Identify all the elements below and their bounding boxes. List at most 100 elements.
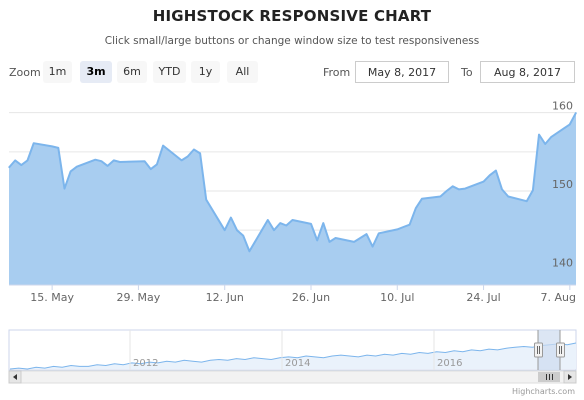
data-point [495,170,497,172]
data-point [205,199,207,201]
data-point [267,219,269,221]
data-point [569,123,571,125]
data-point [14,159,16,161]
from-date-input[interactable] [355,61,449,83]
scroll-left-icon [13,374,17,380]
data-point [57,147,59,149]
data-point [162,145,164,147]
data-point [33,142,35,144]
data-point [187,155,189,158]
navigator-axis: 2012 2014 2016 [129,330,462,370]
data-point [273,229,275,231]
data-point [230,217,232,219]
data-point [526,200,528,202]
x-tick-label: 7. Aug [541,291,576,304]
data-point [335,237,337,239]
data-point [291,219,294,221]
zoom-button-3m[interactable]: 3m [80,61,112,83]
navigator-handle-left[interactable] [534,342,543,358]
data-point [224,229,226,231]
y-tick-label: 140 [552,256,573,269]
zoom-button-6m[interactable]: 6m [117,61,147,83]
y-tick-label: 150 [552,178,573,191]
x-tick-label: 15. May [30,291,74,304]
data-point [538,134,540,136]
y-axis: 140 150 160 [552,100,573,270]
data-point [236,229,238,231]
data-point [119,161,121,163]
x-tick-label: 24. Jul [466,291,500,304]
data-point [316,239,318,241]
data-point [322,222,324,224]
navigator-line [9,342,577,370]
navigator-handle-right[interactable] [556,342,565,358]
data-point [242,235,244,237]
data-point [156,163,158,165]
x-tick-label: 29. May [117,291,161,304]
zoom-button-ytd[interactable]: YTD [153,61,186,83]
data-point [464,188,466,190]
navigator-tick-label: 2016 [437,358,462,369]
scrollbar-grip-icon [546,374,553,380]
navigator-selected-range[interactable] [538,330,560,370]
zoom-button-1m[interactable]: 1m [43,61,72,83]
data-point [501,188,503,190]
data-point [575,112,577,114]
data-point [181,159,183,161]
credits-link[interactable]: Highcharts.com [512,387,575,396]
data-point [51,145,53,147]
data-point [310,223,312,225]
data-point [353,241,355,243]
data-point [372,246,374,248]
data-point [483,181,485,183]
data-point [396,228,398,230]
zoom-button-1y[interactable]: 1y [191,61,220,83]
data-point [107,165,109,167]
scrollbar[interactable] [8,370,577,384]
data-point [70,170,72,172]
data-point [76,166,78,168]
data-point [402,226,404,228]
chart-subtitle: Click small/large buttons or change wind… [104,35,480,47]
data-point [415,207,417,209]
navigator-tick-label: 2012 [133,358,158,369]
data-point [285,224,287,227]
data-point [489,174,491,176]
chart-title: HIGHSTOCK RESPONSIVE CHART [152,7,432,25]
data-point [458,188,460,190]
scrollbar-left-arrow[interactable] [8,370,22,384]
zoom-label: Zoom [9,66,41,79]
data-point [113,159,115,161]
data-point [328,241,331,243]
data-point [532,189,534,191]
data-point [421,198,423,200]
zoom-button-all[interactable]: All [227,61,258,83]
data-point [63,188,66,190]
y-tick-label: 160 [552,100,573,113]
data-point [94,159,96,161]
data-point [452,185,454,187]
data-point [409,224,411,226]
series-area-fill [9,112,576,285]
data-point [150,168,152,170]
scroll-right-icon [568,374,572,380]
main-series [8,112,577,285]
data-point [507,195,509,198]
data-point [544,143,546,145]
from-label: From [323,66,351,79]
to-date-input[interactable] [480,61,575,83]
data-point [365,233,368,235]
data-point [199,152,201,154]
x-axis: 15. May 29. May 12. Jun 26. Jun 10. Jul 24. J… [30,285,576,304]
x-tick-label: 12. Jun [206,291,244,304]
navigator-tick-label: 2014 [285,358,310,369]
to-label: To [461,66,473,79]
scrollbar-right-arrow[interactable] [563,370,577,384]
data-point [100,160,102,162]
data-point [8,166,10,169]
scrollbar-track[interactable] [8,370,577,384]
navigator[interactable]: 2012 2014 2016 [8,329,577,371]
data-point [378,232,380,234]
data-point [279,222,281,224]
